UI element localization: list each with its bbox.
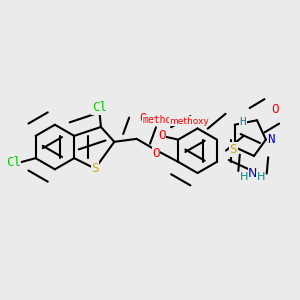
Text: N: N	[248, 167, 257, 180]
Text: H: H	[240, 117, 246, 127]
Text: O: O	[139, 112, 146, 125]
Text: O: O	[152, 147, 160, 160]
Text: H: H	[240, 172, 248, 182]
Text: H: H	[256, 172, 265, 182]
Text: N: N	[268, 133, 275, 146]
Text: O: O	[158, 129, 166, 142]
Text: methoxy: methoxy	[143, 115, 184, 125]
Text: S: S	[230, 143, 237, 156]
Text: O: O	[272, 103, 279, 116]
Text: Cl: Cl	[6, 156, 21, 169]
Text: Cl: Cl	[92, 101, 107, 114]
Text: methoxy: methoxy	[169, 117, 209, 126]
Text: S: S	[91, 162, 99, 175]
